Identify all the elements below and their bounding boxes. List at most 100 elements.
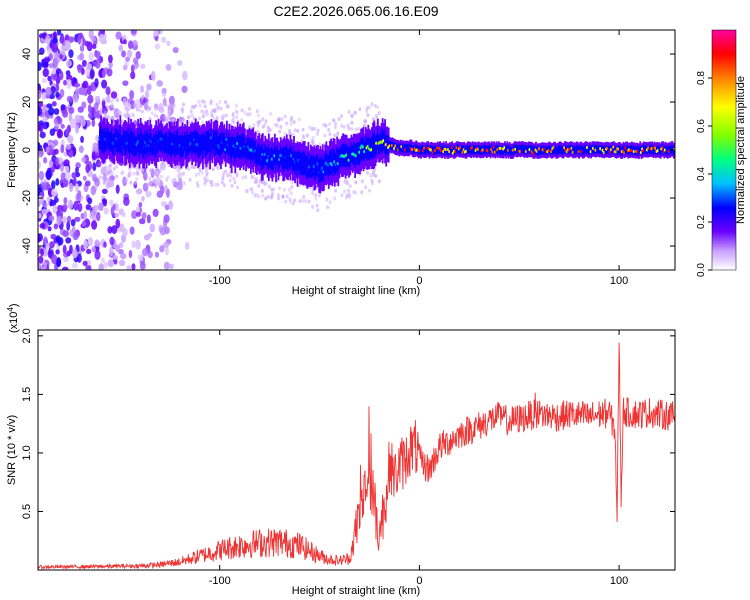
spectrogram-band-inner bbox=[185, 135, 188, 159]
spectrogram-halo-cell bbox=[289, 191, 293, 196]
spectrogram-halo-cell bbox=[261, 193, 265, 198]
spectrogram-noise-cell bbox=[41, 208, 48, 215]
spectrogram-halo-cell bbox=[256, 113, 260, 118]
spectrogram-halo-cell bbox=[221, 176, 225, 181]
spectrogram-band-inner bbox=[493, 144, 495, 154]
spectrogram-halo-cell bbox=[112, 166, 116, 171]
spectrogram-noise-cell bbox=[82, 260, 88, 267]
spectrogram-halo-cell bbox=[323, 133, 327, 138]
spectrogram-band-inner bbox=[530, 145, 533, 154]
spectrogram-band-inner bbox=[273, 142, 276, 165]
spectrogram-band-inner bbox=[502, 146, 505, 155]
spectrogram-halo-cell bbox=[203, 104, 207, 109]
spectrogram-band-inner bbox=[255, 147, 258, 167]
spectrogram-band-inner bbox=[224, 137, 227, 159]
spectrogram-noise-cell bbox=[87, 237, 94, 247]
spectrogram-band-inner bbox=[376, 127, 379, 150]
spectrogram-noise-cell bbox=[130, 64, 135, 73]
y-tick-label: -40 bbox=[21, 238, 33, 254]
spectrogram-band-inner bbox=[406, 144, 409, 153]
spectrogram-halo-cell bbox=[135, 177, 139, 182]
spectrogram-noise-cell bbox=[115, 184, 120, 194]
spectrogram-noise-cell bbox=[49, 128, 56, 136]
spectrogram-noise-cell bbox=[131, 30, 137, 35]
spectrogram-band-inner bbox=[299, 151, 301, 175]
spectrogram-halo-cell bbox=[136, 171, 140, 176]
spectrogram-halo-cell bbox=[201, 120, 205, 125]
spectrogram-band-inner bbox=[355, 143, 358, 165]
spectrogram-noise-cell bbox=[68, 49, 74, 58]
spectrogram-band-inner bbox=[579, 145, 582, 154]
spectrogram-noise-cell bbox=[110, 91, 118, 99]
spectrogram-halo-cell bbox=[263, 122, 267, 127]
spectrogram-noise-cell bbox=[166, 188, 170, 199]
spectrogram-band-inner bbox=[152, 135, 155, 154]
spectrogram-halo-cell bbox=[305, 133, 309, 138]
spectrogram-noise-cell bbox=[50, 85, 56, 95]
spectrogram-noise-cell bbox=[68, 182, 74, 193]
spectrogram-halo-cell bbox=[148, 176, 152, 181]
spectrogram-band-inner bbox=[155, 131, 158, 158]
spectrogram-noise-cell bbox=[70, 219, 76, 227]
spectrogram-noise-cell bbox=[131, 210, 138, 220]
spectrogram-halo-cell bbox=[215, 102, 219, 107]
spectrogram-halo-cell bbox=[297, 117, 301, 122]
spectrogram-halo-cell bbox=[209, 99, 213, 104]
spectrogram-noise-cell bbox=[38, 160, 41, 170]
spectrogram-noise-cell bbox=[45, 146, 50, 153]
spectrogram-band-inner bbox=[412, 145, 415, 154]
colorbar-ticks: 0.0 0.2 0.4 0.6 0.8 bbox=[696, 71, 712, 277]
spectrogram-noise-cell bbox=[79, 87, 87, 96]
spectrogram-halo-cell bbox=[102, 181, 106, 186]
spectrogram-halo-cell bbox=[343, 180, 347, 185]
spectrogram-halo-cell bbox=[354, 180, 358, 185]
spectrogram-halo-cell bbox=[124, 178, 128, 183]
spectrogram-noise-cell bbox=[62, 244, 67, 255]
spectrogram-band-inner bbox=[108, 131, 111, 152]
spectrogram-noise-cell bbox=[63, 197, 68, 205]
spectrogram-band-inner bbox=[616, 146, 619, 155]
spectrogram-band-inner bbox=[423, 146, 426, 155]
spectrogram-halo-cell bbox=[293, 128, 297, 133]
spectrogram-halo-cell bbox=[370, 102, 374, 107]
spectrogram-band-inner bbox=[289, 145, 292, 171]
spectrogram-noise-cell bbox=[49, 241, 55, 249]
spectrogram-noise-cell bbox=[38, 170, 45, 181]
spectrogram-noise-cell bbox=[134, 239, 141, 250]
spectrogram-noise-cell bbox=[98, 263, 104, 270]
spectrogram-halo-cell bbox=[197, 171, 201, 176]
spectrogram-noise-cell bbox=[107, 226, 113, 234]
y-tick-label: 40 bbox=[21, 48, 33, 60]
spectrogram-halo-cell bbox=[266, 129, 270, 134]
spectrogram-halo-cell bbox=[243, 110, 247, 115]
spectrogram-noise-cell bbox=[72, 177, 77, 187]
spectrogram-noise-cell bbox=[62, 230, 70, 238]
spectrogram-halo-cell bbox=[366, 113, 370, 118]
spectrogram-halo-cell bbox=[287, 187, 291, 192]
spectrogram-halo-cell bbox=[240, 117, 244, 122]
spectrogram-noise-cell bbox=[87, 94, 94, 104]
spectrogram-halo-cell bbox=[192, 164, 196, 169]
y-tick-label: 0 bbox=[21, 147, 33, 153]
spectrogram-halo-cell bbox=[166, 117, 170, 122]
spectrogram-noise-cell bbox=[39, 222, 46, 229]
spectrogram-halo-cell bbox=[345, 193, 349, 198]
spectrogram-noise-cell bbox=[121, 50, 126, 58]
spectrogram-band-inner bbox=[672, 146, 675, 156]
spectrogram-noise-cell bbox=[140, 63, 146, 69]
spectrogram-noise-cell bbox=[42, 247, 48, 257]
spectrogram-band-inner bbox=[336, 146, 339, 172]
spectrogram-band-inner bbox=[245, 143, 247, 164]
spectrogram-band-inner bbox=[444, 146, 446, 156]
spectrogram-band-inner bbox=[622, 145, 625, 154]
spectrogram-band-inner bbox=[276, 145, 279, 165]
spectrogram-noise-cell bbox=[101, 79, 108, 89]
spectrogram-band-inner bbox=[138, 133, 141, 159]
spectrogram-halo-cell bbox=[374, 113, 378, 118]
spectrogram-noise-cell bbox=[122, 39, 127, 45]
spectrogram-halo-cell bbox=[251, 190, 255, 195]
spectrogram-noise-cell bbox=[52, 37, 58, 44]
spectrogram-halo-cell bbox=[232, 120, 236, 125]
spectrogram-noise-cell bbox=[47, 226, 52, 232]
spectrogram-halo-cell bbox=[264, 119, 268, 124]
